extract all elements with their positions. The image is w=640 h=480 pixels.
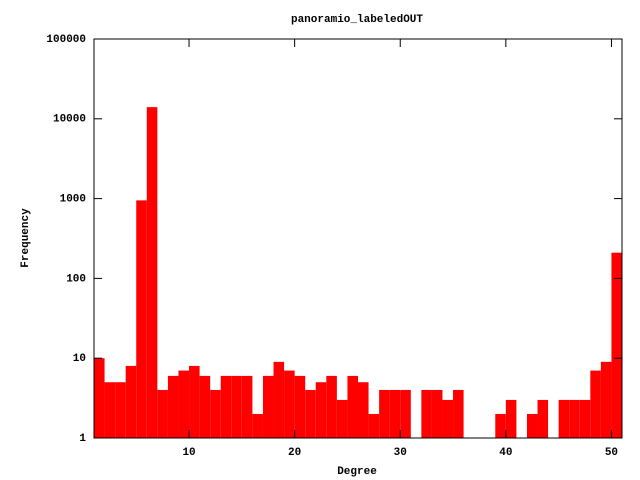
bar: [537, 399, 549, 438]
bar: [326, 375, 337, 438]
x-tick-label: 30: [394, 447, 407, 459]
y-tick-label: 1: [79, 433, 86, 445]
bar: [569, 399, 580, 438]
bar: [136, 200, 147, 438]
bar: [590, 370, 601, 438]
bar: [305, 389, 316, 438]
bar: [125, 365, 137, 438]
x-axis-label: Degree: [337, 466, 377, 478]
bar: [262, 375, 274, 438]
bar: [347, 375, 358, 438]
bar: [379, 389, 390, 438]
bar: [273, 361, 285, 438]
bar: [421, 389, 432, 438]
bar: [315, 382, 327, 438]
bar: [505, 399, 517, 438]
bar: [558, 399, 570, 438]
y-axis-label: Frequency: [20, 208, 32, 268]
bar: [167, 375, 179, 438]
chart-title: panoramio_labeledOUT: [291, 14, 423, 26]
x-tick-label: 40: [499, 447, 512, 459]
bar: [442, 399, 454, 438]
bar: [611, 252, 622, 438]
bar: [241, 375, 253, 438]
bar: [178, 370, 190, 438]
bar: [389, 389, 401, 438]
y-tick-label: 100: [66, 273, 86, 285]
bar: [199, 375, 211, 438]
bar: [157, 389, 168, 438]
bar: [104, 382, 116, 438]
bar: [495, 413, 506, 438]
y-tick-label: 1000: [60, 194, 86, 206]
x-tick-label: 20: [288, 447, 301, 459]
bar: [252, 413, 263, 438]
bar: [453, 389, 464, 438]
plot-border: [93, 38, 623, 439]
bar: [336, 399, 348, 438]
x-tick-label: 10: [182, 447, 195, 459]
bar: [94, 358, 105, 438]
bar: [189, 365, 200, 438]
bar: [358, 382, 369, 438]
y-tick-label: 100000: [46, 34, 86, 46]
bar: [294, 375, 306, 438]
bar: [431, 389, 443, 438]
bar: [600, 361, 612, 438]
bar: [368, 413, 380, 438]
bar: [526, 413, 538, 438]
bar: [146, 107, 158, 439]
x-tick-label: 50: [605, 447, 618, 459]
bar: [220, 375, 232, 438]
bar: [210, 389, 221, 438]
bar: [579, 399, 591, 438]
bar: [400, 389, 411, 438]
bar: [115, 382, 126, 438]
y-tick-label: 10000: [53, 114, 86, 126]
bar: [231, 375, 242, 438]
y-tick-label: 10: [73, 353, 86, 365]
bar: [284, 370, 295, 438]
